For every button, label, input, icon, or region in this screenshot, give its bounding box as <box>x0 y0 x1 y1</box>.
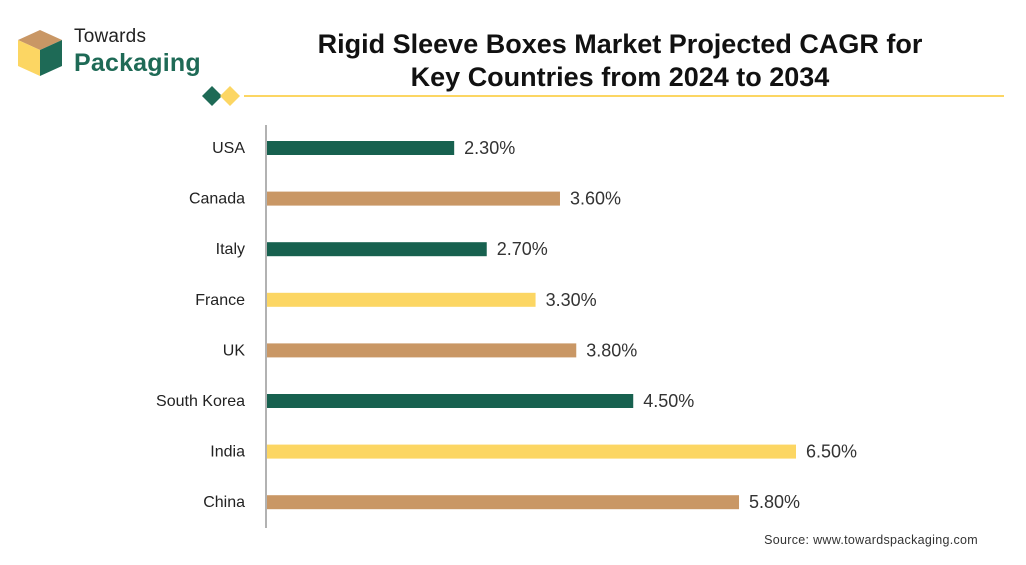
category-label: Italy <box>216 241 245 258</box>
value-label: 2.70% <box>497 239 548 259</box>
value-label: 3.60% <box>570 189 621 209</box>
divider-diamond-yellow <box>220 86 240 106</box>
value-label: 3.80% <box>586 340 637 360</box>
divider-diamond-dark <box>202 86 222 106</box>
bar-uk <box>267 343 577 358</box>
value-label: 4.50% <box>643 391 694 411</box>
bar-france <box>267 292 536 307</box>
bar-canada <box>267 191 560 206</box>
title-divider <box>202 86 1004 106</box>
brand-name-line2: Packaging <box>74 49 201 77</box>
value-label: 6.50% <box>806 442 857 462</box>
bar-china <box>267 495 740 510</box>
box-logo-icon <box>18 30 62 76</box>
value-label: 2.30% <box>464 138 515 158</box>
source-note: Source: www.towardspackaging.com <box>764 533 978 547</box>
category-label: South Korea <box>156 393 245 410</box>
category-label: China <box>203 494 245 511</box>
brand-name-line1: Towards <box>74 26 147 47</box>
bar-india <box>267 444 796 459</box>
category-label: France <box>195 292 245 309</box>
value-label: 5.80% <box>749 492 800 512</box>
bar-south-korea <box>267 394 634 408</box>
bar-italy <box>267 242 487 257</box>
value-label: 3.30% <box>546 290 597 310</box>
chart-title-line2: Key Countries from 2024 to 2034 <box>410 62 830 92</box>
category-label: UK <box>223 342 246 359</box>
bar-usa <box>267 141 455 155</box>
category-label: India <box>210 444 245 461</box>
chart-title: Rigid Sleeve Boxes Market Projected CAGR… <box>290 28 950 94</box>
category-label: USA <box>212 140 245 157</box>
category-label: Canada <box>189 191 245 208</box>
chart-title-line1: Rigid Sleeve Boxes Market Projected CAGR… <box>317 29 923 59</box>
brand-logo: Towards Packaging <box>14 22 214 82</box>
